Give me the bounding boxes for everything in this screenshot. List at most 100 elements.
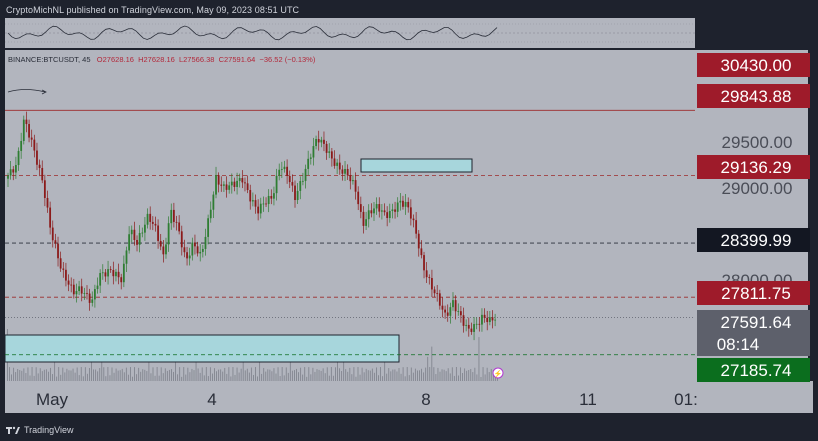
candle-body: [438, 293, 441, 306]
volume-bar: [255, 367, 256, 381]
volume-bar: [93, 369, 94, 381]
volume-bar: [365, 368, 367, 381]
candle-body: [17, 150, 20, 166]
volume-bar: [244, 370, 246, 381]
volume-bar: [212, 373, 213, 381]
publisher-header: CryptoMichNL published on TradingView.co…: [6, 5, 300, 15]
candle-body: [136, 239, 138, 245]
candle-body: [283, 166, 286, 170]
volume-bar: [203, 375, 205, 381]
candle-body: [391, 209, 394, 212]
countdown-label: 08:14: [717, 335, 760, 354]
volume-bar: [64, 372, 66, 381]
candle-body: [14, 165, 17, 173]
volume-bar: [421, 368, 422, 381]
candle-body: [417, 233, 420, 249]
candle-body: [365, 219, 367, 226]
candle-body: [462, 315, 465, 326]
volume-bar: [410, 367, 412, 381]
volume-bar: [277, 367, 279, 381]
candle-body: [59, 258, 62, 269]
volume-bar: [388, 368, 390, 381]
volume-bar: [156, 367, 158, 381]
price-label-bg-6: [697, 358, 810, 382]
volume-bar: [474, 367, 476, 381]
candle-body: [317, 139, 320, 143]
volume-bar: [89, 368, 90, 381]
volume-bar: [74, 372, 76, 381]
candle-body: [362, 211, 365, 226]
volume-bar: [369, 370, 371, 381]
candle-body: [323, 139, 325, 144]
volume-bar: [455, 367, 457, 381]
candle-body: [246, 183, 249, 190]
volume-bar: [173, 371, 174, 381]
volume-bar: [191, 368, 193, 381]
candle-body: [128, 234, 131, 251]
candle-body: [267, 195, 270, 205]
volume-bar: [259, 349, 261, 381]
candle-body: [249, 189, 252, 202]
volume-bar: [419, 370, 420, 381]
volume-bar: [318, 369, 320, 381]
candle-body: [101, 272, 104, 274]
candle-body: [133, 229, 136, 240]
volume-bar: [449, 373, 451, 381]
candle-body: [325, 143, 328, 153]
volume-bar: [152, 367, 154, 381]
volume-bar: [158, 375, 160, 381]
volume-bar: [488, 372, 490, 381]
volume-bar: [335, 367, 336, 381]
volume-bar: [478, 337, 480, 381]
volume-bar: [308, 367, 310, 381]
candle-body: [338, 162, 341, 170]
volume-bar: [37, 373, 39, 381]
supply-zone-box: [360, 158, 473, 173]
candle-body: [36, 150, 38, 165]
volume-bar: [29, 375, 31, 381]
candle-body: [494, 319, 497, 321]
volume-bar: [220, 369, 222, 381]
candle-body: [346, 168, 349, 176]
volume-bar: [355, 376, 357, 381]
candle-body: [54, 240, 57, 244]
volume-bar: [414, 368, 416, 381]
ohlc-legend: BINANCE:BTCUSDT, 45 O27628.16 H27628.16 …: [8, 55, 315, 64]
candle-body: [112, 269, 115, 277]
volume-bar: [486, 367, 488, 381]
candle-body: [238, 178, 241, 181]
volume-bar: [328, 375, 330, 381]
volume-bar: [119, 370, 121, 381]
volume-bar: [109, 375, 111, 381]
candle-body: [122, 263, 125, 283]
volume-bar: [427, 356, 429, 381]
candle-body: [22, 119, 25, 141]
candle-body: [104, 272, 107, 277]
volume-bar: [183, 367, 185, 381]
candle-body: [65, 269, 67, 281]
volume-bar: [353, 367, 355, 381]
candle-body: [91, 299, 94, 303]
candle-body: [259, 203, 262, 214]
change-value: −36.52 (−0.13%): [259, 55, 316, 64]
candle-body: [370, 210, 373, 214]
candle-body: [415, 220, 418, 234]
candle-body: [62, 268, 65, 270]
candle-body: [265, 203, 267, 205]
candle-body: [446, 312, 449, 316]
candle-body: [159, 240, 162, 247]
candle-body: [409, 207, 412, 219]
volume-bar: [216, 371, 217, 381]
volume-bar: [378, 375, 379, 381]
volume-bar: [408, 375, 410, 381]
volume-bar: [205, 367, 207, 381]
price-grid-label: 29500.00: [722, 133, 793, 152]
volume-bar: [373, 372, 375, 381]
price-label-6: 27185.74: [721, 361, 792, 380]
volume-bar: [150, 373, 152, 381]
candle-body: [433, 289, 436, 294]
symbol-label: BINANCE:BTCUSDT, 45: [8, 55, 91, 64]
candle-body: [380, 210, 383, 212]
candle-body: [209, 209, 212, 219]
